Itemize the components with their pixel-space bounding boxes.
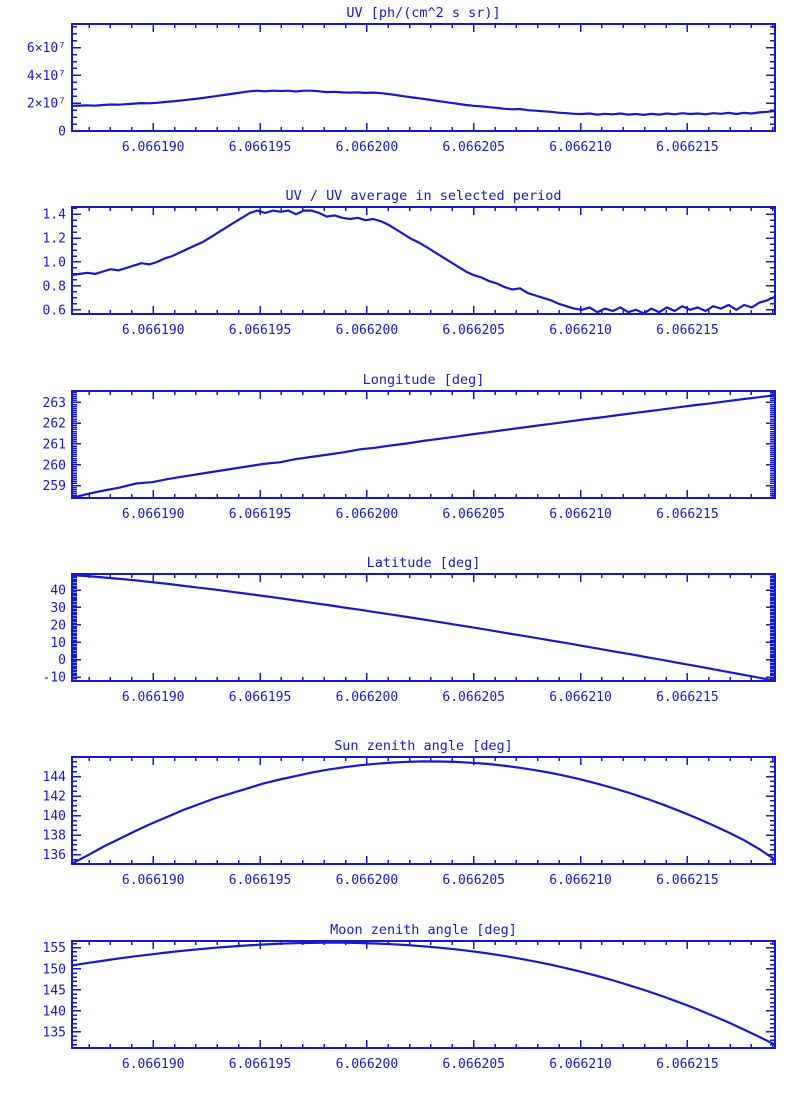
y-tick-label: 0.6	[43, 304, 66, 319]
x-tick-label: 6.066190	[122, 1057, 185, 1072]
y-tick-label: 2×10⁷	[27, 97, 66, 112]
x-tick-label: 6.066200	[336, 507, 399, 522]
chart-sun-zenith: Sun zenith angle [deg] 6.066190 6.066195 6.…	[43, 738, 777, 888]
x-tick-label: 6.066215	[656, 507, 719, 522]
chart-title: UV / UV average in selected period	[285, 188, 561, 204]
chart-title: Moon zenith angle [deg]	[330, 922, 517, 938]
x-tick-label: 6.066195	[229, 507, 292, 522]
x-tick-label: 6.066200	[336, 140, 399, 155]
y-tick-label: 155	[43, 941, 66, 956]
x-tick-label: 6.066205	[442, 873, 505, 888]
chart-latitude: Latitude [deg] 6.066190 6.066195 6.066200 6.…	[43, 555, 777, 705]
y-tick-label: 6×10⁷	[27, 41, 66, 56]
y-tick-label: 150	[43, 962, 66, 977]
y-tick-label: 4×10⁷	[27, 69, 66, 84]
x-tick-label: 6.066195	[229, 690, 292, 705]
y-tick-label: 1.4	[43, 208, 67, 223]
y-tick-label: 259	[43, 479, 66, 494]
axis-ticks	[72, 23, 775, 132]
x-tick-label: 6.066210	[549, 690, 612, 705]
y-tick-label: 20	[50, 618, 66, 633]
x-tick-label: 6.066215	[656, 690, 719, 705]
y-tick-label: 30	[50, 601, 66, 616]
y-tick-label: 263	[43, 396, 66, 411]
chart-title: UV [ph/(cm^2 s sr)]	[346, 5, 500, 21]
x-tick-label: 6.066190	[122, 873, 185, 888]
x-tick-label: 6.066205	[442, 323, 505, 338]
x-tick-label: 6.066195	[229, 873, 292, 888]
x-tick-label: 6.066215	[656, 1057, 719, 1072]
x-tick-label: 6.066195	[229, 140, 292, 155]
axis-ticks	[72, 757, 775, 865]
y-tick-label: 0.8	[43, 280, 66, 295]
plot-frame	[71, 206, 776, 316]
axis-ticks	[72, 940, 775, 1048]
y-tick-label: 261	[43, 437, 66, 452]
x-tick-label: 6.066195	[229, 1057, 292, 1072]
x-tick-label: 6.066190	[122, 323, 185, 338]
y-tick-label: 144	[43, 770, 67, 785]
x-tick-label: 6.066190	[122, 507, 185, 522]
data-series-line	[70, 574, 777, 682]
plot-frame	[71, 756, 776, 866]
x-tick-label: 6.066210	[549, 507, 612, 522]
y-tick-label: 136	[43, 849, 66, 864]
y-tick-label: 0	[58, 124, 66, 139]
x-tick-label: 6.066190	[122, 140, 185, 155]
x-tick-label: 6.066205	[442, 1057, 505, 1072]
chart-title: Longitude [deg]	[363, 372, 485, 388]
axis-ticks	[72, 207, 775, 315]
x-tick-label: 6.066215	[656, 140, 719, 155]
x-tick-label: 6.066205	[442, 507, 505, 522]
y-tick-label: 40	[50, 584, 66, 599]
plot-frame	[71, 389, 776, 499]
data-series-line	[70, 89, 777, 116]
data-series-line	[70, 393, 777, 499]
y-tick-label: 262	[43, 416, 66, 431]
y-tick-label: 260	[43, 458, 66, 473]
x-tick-label: 6.066205	[442, 690, 505, 705]
y-tick-label: 140	[43, 1004, 66, 1019]
axis-ticks	[72, 390, 775, 498]
axis-ticks	[72, 573, 775, 681]
data-series-line	[70, 941, 777, 1046]
y-tick-label: 1.0	[43, 256, 66, 271]
x-tick-label: 6.066210	[549, 323, 612, 338]
y-tick-label: 135	[43, 1025, 66, 1040]
y-tick-label: 142	[43, 790, 66, 805]
x-tick-label: 6.066200	[336, 690, 399, 705]
chart-title: Latitude [deg]	[367, 555, 481, 571]
x-tick-label: 6.066215	[656, 873, 719, 888]
chart-moon-zenith: Moon zenith angle [deg] 6.066190 6.066195 6…	[43, 922, 777, 1072]
y-tick-label: 0	[58, 653, 66, 668]
y-tick-label: 145	[43, 983, 66, 998]
chart-uv: UV [ph/(cm^2 s sr)] 6.066190 6.066195 6.066…	[27, 5, 777, 155]
x-tick-label: 6.066215	[656, 323, 719, 338]
y-tick-label: 1.2	[43, 232, 66, 247]
y-tick-label: -10	[43, 671, 66, 686]
x-tick-label: 6.066210	[549, 873, 612, 888]
chart-uv-ratio: UV / UV average in selected period 6.0661…	[43, 188, 777, 338]
chart-title: Sun zenith angle [deg]	[334, 738, 513, 754]
x-tick-label: 6.066200	[336, 1057, 399, 1072]
y-tick-label: 140	[43, 809, 66, 824]
x-tick-label: 6.066190	[122, 690, 185, 705]
x-tick-label: 6.066210	[549, 1057, 612, 1072]
x-tick-label: 6.066200	[336, 323, 399, 338]
plot-frame	[71, 572, 776, 682]
x-tick-label: 6.066200	[336, 873, 399, 888]
x-tick-label: 6.066205	[442, 140, 505, 155]
plot-frame	[71, 939, 776, 1049]
plot-frame	[71, 22, 776, 132]
x-tick-label: 6.066210	[549, 140, 612, 155]
y-tick-label: 138	[43, 829, 66, 844]
data-series-line	[70, 209, 777, 315]
x-tick-label: 6.066195	[229, 323, 292, 338]
data-series-line	[70, 760, 777, 865]
y-tick-label: 10	[50, 636, 66, 651]
chart-longitude: Longitude [deg] 6.066190 6.066195 6.066200 6…	[43, 372, 777, 522]
